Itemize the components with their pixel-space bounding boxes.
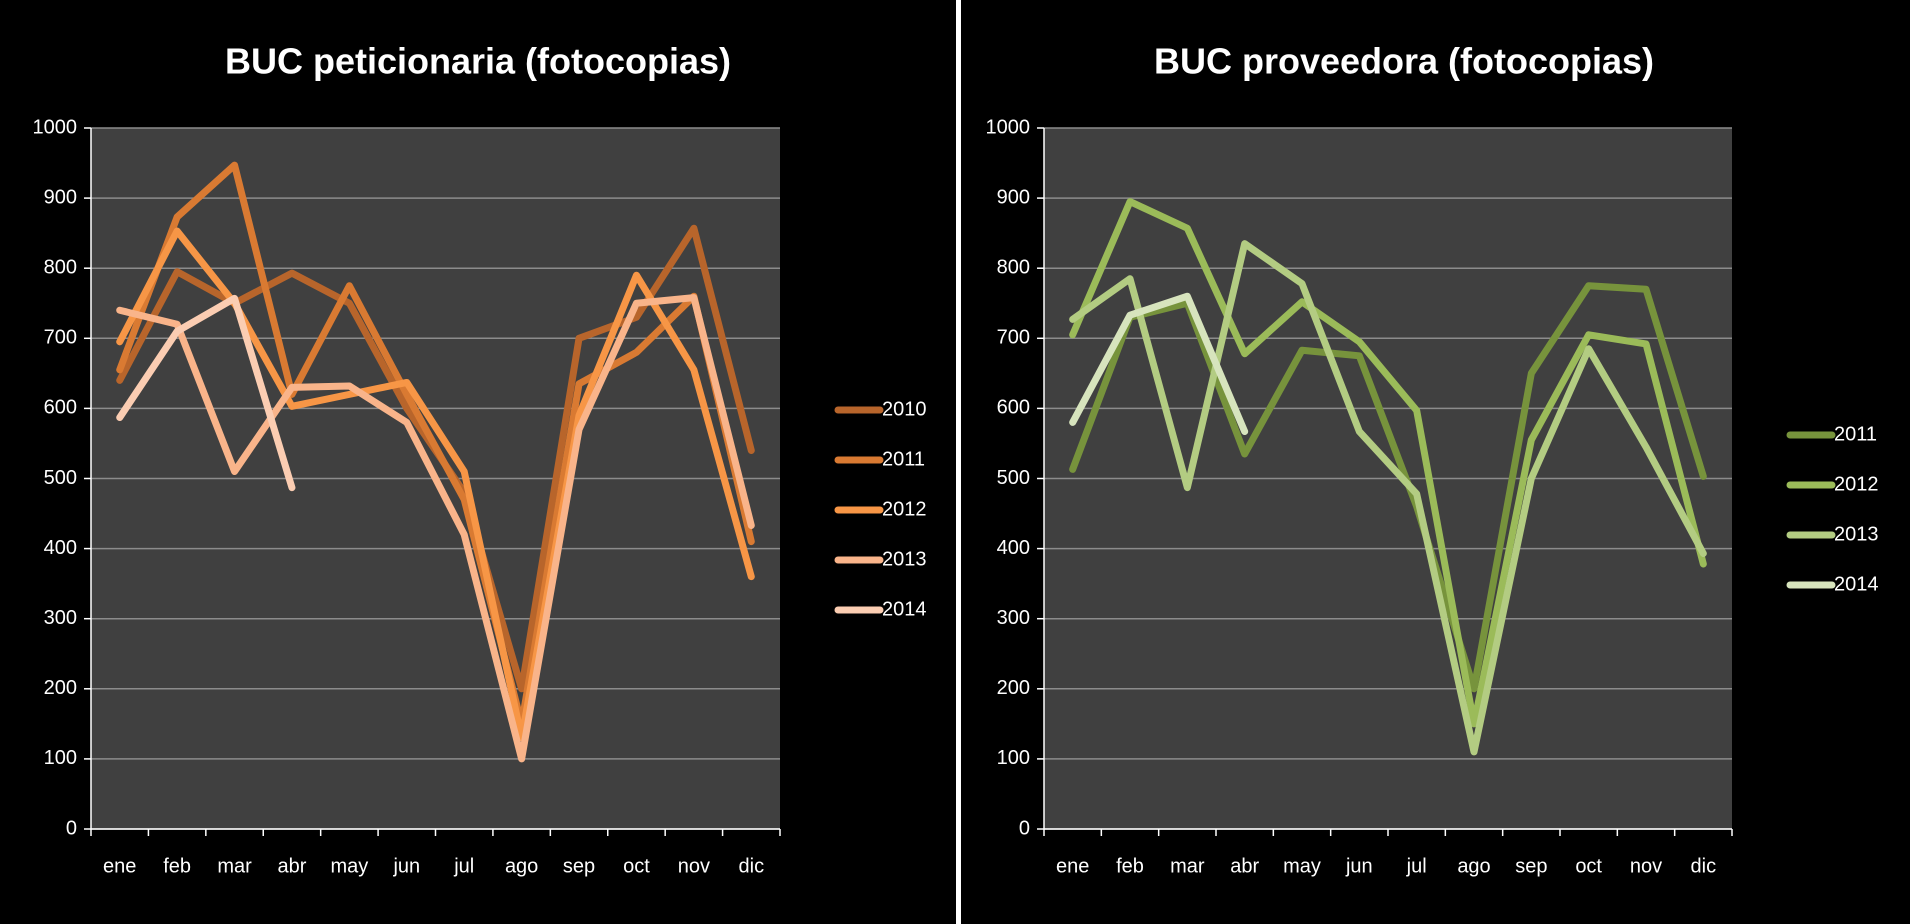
legend-label: 2011 [1834, 423, 1877, 445]
x-tick-label: mar [1170, 855, 1205, 877]
y-tick-label: 1000 [986, 116, 1031, 138]
chart-title: BUC proveedora (fotocopias) [1154, 41, 1654, 82]
y-tick-label: 900 [997, 186, 1030, 208]
y-tick-label: 300 [997, 607, 1030, 629]
legend-label: 2013 [1834, 523, 1879, 545]
legend-label: 2014 [882, 598, 927, 620]
y-tick-label: 0 [66, 817, 77, 839]
x-tick-label: nov [1630, 855, 1662, 877]
y-tick-label: 100 [997, 747, 1030, 769]
y-tick-label: 400 [997, 537, 1030, 559]
x-tick-label: ene [103, 855, 136, 877]
y-tick-label: 800 [44, 256, 77, 278]
separator [956, 0, 961, 924]
legend-label: 2010 [882, 398, 927, 420]
legend-label: 2013 [882, 548, 927, 570]
y-tick-label: 400 [44, 537, 77, 559]
y-tick-label: 1000 [33, 116, 78, 138]
series-line [1069, 240, 1707, 756]
legend-label: 2012 [882, 498, 927, 520]
y-tick-label: 700 [997, 327, 1030, 349]
x-tick-label: feb [1116, 855, 1144, 877]
legend-label: 2011 [882, 448, 925, 470]
x-tick-label: ago [1457, 855, 1490, 877]
y-tick-label: 100 [44, 747, 77, 769]
x-tick-label: nov [678, 855, 710, 877]
x-tick-label: dic [1691, 855, 1717, 877]
y-tick-label: 200 [44, 677, 77, 699]
y-tick-label: 200 [997, 677, 1030, 699]
legend-label: 2014 [1834, 573, 1879, 595]
x-tick-label: mar [217, 855, 252, 877]
y-tick-label: 800 [997, 256, 1030, 278]
series-line [1069, 198, 1707, 728]
x-tick-label: jun [1345, 855, 1373, 877]
y-tick-label: 600 [44, 397, 77, 419]
x-tick-label: feb [163, 855, 191, 877]
x-tick-label: ago [505, 855, 538, 877]
series-line [1069, 282, 1707, 693]
x-tick-label: sep [1515, 855, 1547, 877]
x-tick-label: abr [1230, 855, 1259, 877]
y-tick-label: 700 [44, 327, 77, 349]
x-tick-label: jul [1406, 855, 1427, 877]
x-tick-label: may [1283, 855, 1321, 877]
y-tick-label: 900 [44, 186, 77, 208]
x-tick-label: may [330, 855, 368, 877]
x-tick-label: sep [563, 855, 595, 877]
y-tick-label: 600 [997, 397, 1030, 419]
chart-title: BUC peticionaria (fotocopias) [225, 41, 731, 82]
x-tick-label: oct [1575, 855, 1602, 877]
x-tick-label: dic [739, 855, 765, 877]
series-line [116, 227, 755, 742]
x-tick-label: oct [623, 855, 650, 877]
y-tick-label: 300 [44, 607, 77, 629]
y-tick-label: 500 [997, 467, 1030, 489]
x-tick-label: jun [392, 855, 420, 877]
legend-label: 2012 [1834, 473, 1879, 495]
x-tick-label: abr [278, 855, 307, 877]
series-line [116, 294, 296, 492]
x-tick-label: jul [453, 855, 474, 877]
series-line [116, 294, 755, 763]
y-tick-label: 0 [1019, 817, 1030, 839]
series-line [116, 161, 755, 728]
series-line [1069, 292, 1249, 436]
x-tick-label: ene [1056, 855, 1089, 877]
y-tick-label: 500 [44, 467, 77, 489]
